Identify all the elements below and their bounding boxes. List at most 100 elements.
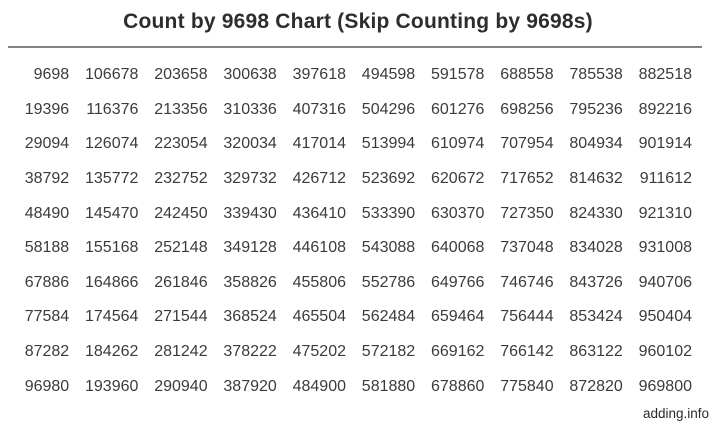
table-cell: 892216 (638, 100, 692, 118)
table-cell: 940706 (638, 273, 692, 291)
table-cell: 368524 (223, 308, 277, 326)
table-cell: 96980 (24, 377, 70, 395)
table-cell: 261846 (154, 273, 208, 291)
table-cell: 911612 (639, 170, 692, 188)
table-cell: 717652 (500, 170, 554, 188)
table-cell: 863122 (569, 343, 623, 361)
table-cell: 436410 (292, 204, 346, 222)
table-cell: 164866 (85, 273, 139, 291)
table-cell: 349128 (223, 239, 277, 257)
table-cell: 814632 (569, 170, 623, 188)
table-cell: 58188 (24, 239, 70, 257)
table-cell: 223054 (154, 135, 208, 153)
watermark-site-name: adding.info (642, 406, 709, 421)
table-cell: 242450 (154, 204, 208, 222)
table-cell: 320034 (223, 135, 277, 153)
table-cell: 775840 (500, 377, 554, 395)
table-cell: 785538 (569, 66, 623, 84)
table-cell: 872820 (569, 377, 623, 395)
table-cell: 310336 (223, 100, 277, 118)
table-cell: 649766 (431, 273, 485, 291)
table-cell: 513994 (361, 135, 416, 153)
table-cell: 543088 (361, 239, 416, 257)
table-cell: 620672 (431, 170, 485, 188)
skip-count-table: 9698 106678 203658 300638 397618 494598 591578… (0, 48, 716, 404)
table-cell: 300638 (223, 66, 277, 84)
table-cell: 795236 (569, 100, 623, 118)
table-cell: 145470 (85, 204, 139, 222)
table-cell: 921310 (638, 204, 692, 222)
table-cell: 950404 (638, 308, 692, 326)
table-cell: 610974 (431, 135, 485, 153)
table-cell: 960102 (638, 343, 692, 361)
table-cell: 475202 (292, 343, 346, 361)
table-cell: 407316 (292, 100, 346, 118)
table-cell: 213356 (154, 100, 208, 118)
table-cell: 504296 (361, 100, 416, 118)
table-cell: 271544 (154, 308, 208, 326)
table-cell: 465504 (292, 308, 346, 326)
table-cell: 9698 (33, 66, 70, 84)
table-cell: 746746 (500, 273, 554, 291)
table-cell: 116376 (86, 100, 139, 118)
table-cell: 290940 (154, 377, 208, 395)
table-cell: 252148 (154, 239, 208, 257)
table-cell: 329732 (223, 170, 277, 188)
table-cell: 630370 (431, 204, 485, 222)
table-cell: 378222 (223, 343, 277, 361)
table-cell: 455806 (292, 273, 346, 291)
table-cell: 766142 (500, 343, 554, 361)
table-cell: 659464 (431, 308, 485, 326)
table-cell: 669162 (431, 343, 485, 361)
table-cell: 688558 (500, 66, 554, 84)
table-cell: 106678 (85, 66, 139, 84)
table-cell: 426712 (292, 170, 346, 188)
table-cell: 155168 (85, 239, 139, 257)
table-cell: 29094 (24, 135, 70, 153)
table-cell: 533390 (361, 204, 416, 222)
table-cell: 678860 (431, 377, 485, 395)
table-cell: 358826 (223, 273, 277, 291)
table-cell: 174564 (85, 308, 139, 326)
table-cell: 834028 (569, 239, 623, 257)
table-cell: 737048 (500, 239, 554, 257)
table-cell: 281242 (154, 343, 208, 361)
table-cell: 397618 (292, 66, 346, 84)
table-cell: 756444 (500, 308, 554, 326)
table-cell: 484900 (292, 377, 346, 395)
table-cell: 67886 (24, 273, 70, 291)
table-cell: 339430 (223, 204, 277, 222)
table-cell: 591578 (431, 66, 485, 84)
table-cell: 126074 (85, 135, 139, 153)
table-cell: 387920 (223, 377, 277, 395)
table-cell: 601276 (431, 100, 485, 118)
table-cell: 640068 (431, 239, 485, 257)
table-cell: 901914 (638, 135, 692, 153)
table-cell: 48490 (24, 204, 70, 222)
table-cell: 562484 (361, 308, 416, 326)
table-cell: 417014 (292, 135, 346, 153)
table-cell: 882518 (638, 66, 692, 84)
table-cell: 824330 (569, 204, 623, 222)
table-cell: 494598 (361, 66, 416, 84)
table-cell: 203658 (154, 66, 208, 84)
table-cell: 804934 (569, 135, 623, 153)
page-title: Count by 9698 Chart (Skip Counting by 96… (123, 10, 593, 33)
table-cell: 193960 (85, 377, 139, 395)
table-cell: 707954 (500, 135, 554, 153)
table-cell: 853424 (569, 308, 623, 326)
title-divider (8, 46, 702, 48)
table-cell: 87282 (24, 343, 70, 361)
table-cell: 184262 (85, 343, 139, 361)
table-cell: 727350 (500, 204, 554, 222)
table-cell: 843726 (569, 273, 623, 291)
table-cell: 523692 (361, 170, 416, 188)
table-cell: 38792 (24, 170, 70, 188)
table-cell: 552786 (361, 273, 416, 291)
table-cell: 581880 (361, 377, 416, 395)
table-cell: 698256 (500, 100, 554, 118)
table-cell: 232752 (154, 170, 208, 188)
table-cell: 19396 (24, 100, 70, 118)
table-cell: 446108 (292, 239, 346, 257)
